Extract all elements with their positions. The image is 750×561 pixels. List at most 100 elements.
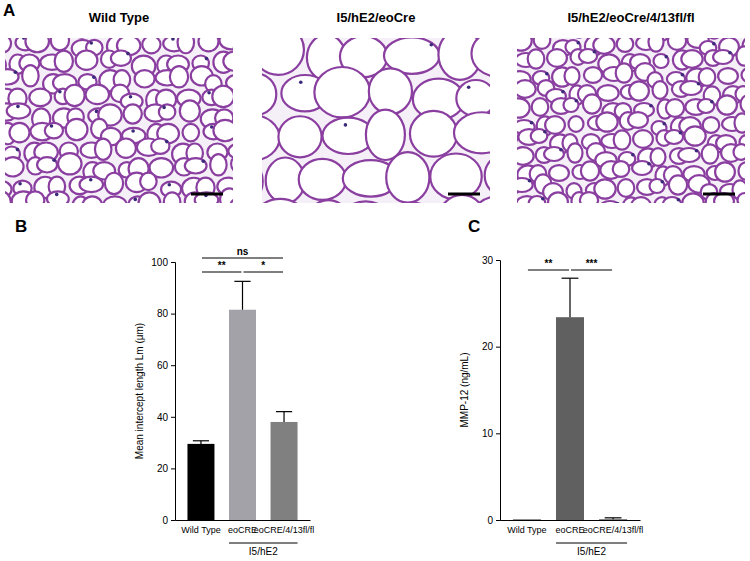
y-tick-mark — [171, 262, 175, 263]
alveolus — [180, 100, 200, 121]
nucleus — [647, 162, 651, 166]
alveolus — [220, 188, 233, 203]
nucleus — [55, 193, 59, 197]
alveolus — [212, 86, 233, 107]
nucleus — [129, 95, 133, 99]
nucleus — [679, 131, 683, 135]
nucleus — [616, 202, 620, 203]
error-bar-stem — [242, 281, 243, 309]
nucleus — [18, 182, 22, 186]
image-title: I5/hE2/eoCre/4/13fl/fl — [567, 10, 694, 25]
y-tick-label: 40 — [157, 412, 169, 423]
alveolus — [262, 199, 308, 203]
alveolus — [5, 191, 11, 203]
y-tick-mark — [171, 314, 175, 315]
error-bar-cap — [562, 278, 579, 279]
panel-label: C — [468, 217, 480, 236]
alveolus — [111, 51, 131, 66]
alveolus — [58, 153, 82, 174]
alveolus — [517, 98, 530, 117]
alveolus — [76, 51, 98, 70]
alveolus — [5, 157, 24, 176]
alveolus — [579, 49, 597, 63]
error-bar — [605, 518, 622, 519]
nucleus — [14, 70, 18, 74]
scale-bar — [703, 193, 735, 196]
error-bar — [234, 281, 250, 309]
y-tick-mark — [171, 520, 175, 521]
nucleus — [660, 180, 664, 184]
x-tick-label: Wild Type — [181, 525, 220, 535]
significance-line — [202, 257, 283, 258]
nucleus — [541, 197, 545, 201]
alveolus — [531, 129, 548, 143]
alveolus — [7, 103, 31, 118]
nucleus — [429, 43, 433, 47]
nucleus — [16, 105, 20, 109]
significance-bracket: *** — [571, 258, 612, 270]
x-tick: eoCRE/4/13fl/fl — [583, 520, 644, 535]
alveolus — [616, 63, 633, 82]
alveolus — [614, 130, 631, 149]
alveolus — [517, 80, 536, 98]
alveolus — [37, 157, 57, 172]
y-tick-mark — [496, 347, 500, 348]
alveolus — [653, 81, 668, 99]
y-tick-mark — [171, 365, 175, 366]
alveolus — [471, 196, 490, 203]
alveolus — [66, 119, 88, 140]
alveolus — [140, 173, 157, 190]
alveolus — [631, 197, 651, 203]
alveolus — [219, 38, 233, 49]
alveolus — [547, 49, 567, 67]
error-bar-cap — [193, 440, 209, 441]
alveolus — [278, 116, 321, 157]
y-tick: 80 — [157, 308, 175, 319]
bar — [229, 310, 256, 520]
alveolus — [262, 156, 263, 203]
y-tick-label: 80 — [157, 308, 169, 319]
alveolus — [410, 111, 457, 157]
group-label: I5/hE2 — [577, 546, 606, 557]
panel-label: A — [3, 1, 15, 20]
nucleus — [664, 55, 668, 59]
alveolus — [565, 67, 580, 85]
nucleus — [207, 91, 211, 95]
alveolus — [231, 154, 233, 173]
bar — [271, 422, 298, 520]
alveolus — [178, 38, 195, 53]
nucleus — [593, 50, 597, 54]
alveolus — [681, 50, 702, 68]
y-tick-label: 30 — [482, 255, 494, 266]
significance-bracket: * — [244, 260, 284, 272]
nucleus — [92, 75, 96, 79]
nucleus — [728, 51, 732, 55]
nucleus — [202, 159, 206, 163]
significance-label: *** — [586, 258, 598, 269]
nucleus — [133, 198, 137, 202]
micrograph — [517, 38, 745, 203]
alveolus — [394, 203, 433, 204]
y-tick-mark — [171, 468, 175, 469]
alveolus — [528, 49, 545, 68]
alveolus — [183, 124, 200, 141]
nucleus — [576, 41, 580, 45]
significance-bracket: ** — [528, 258, 569, 270]
y-axis: 020406080100 — [151, 257, 175, 526]
alveolus — [223, 52, 233, 71]
alveolus — [340, 201, 391, 203]
alveolus — [139, 192, 161, 203]
alveolus — [456, 80, 490, 116]
y-tick-mark — [496, 433, 500, 434]
y-tick-label: 100 — [151, 257, 168, 268]
alveolus — [230, 197, 233, 203]
alveolus — [47, 191, 69, 203]
y-tick-label: 20 — [157, 463, 169, 474]
alveolus — [737, 46, 746, 65]
micrograph — [5, 38, 233, 203]
nucleus — [52, 158, 56, 162]
alveolus — [545, 116, 565, 134]
alveolus — [633, 130, 653, 148]
alveolus — [599, 201, 620, 203]
significance-label: ** — [545, 258, 553, 269]
